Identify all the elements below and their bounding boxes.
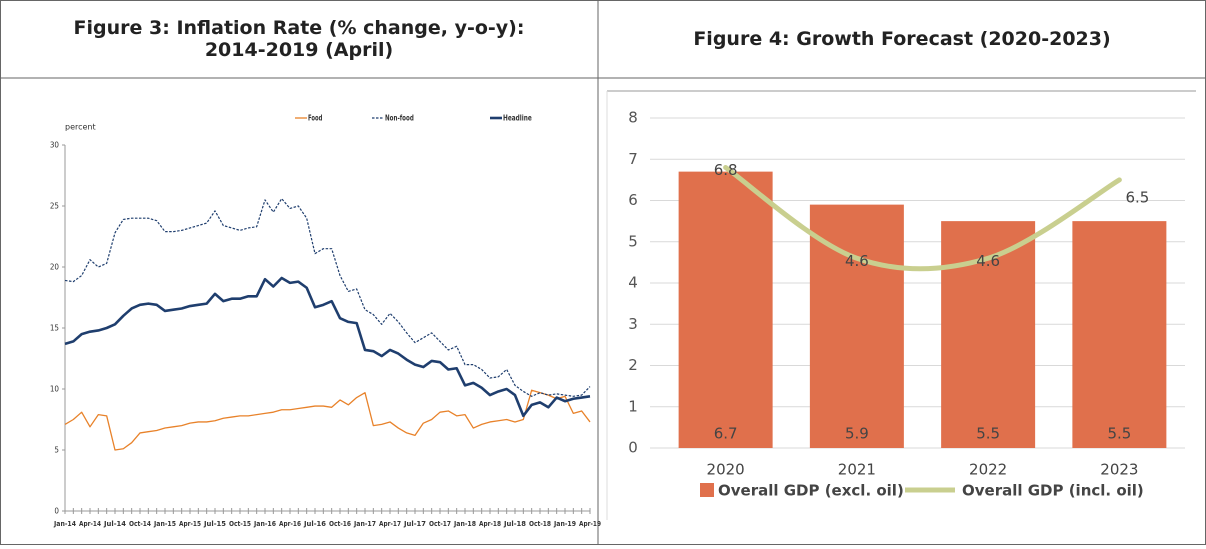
line-series — [64, 389, 591, 451]
y-tick-label: 20 — [50, 263, 60, 272]
line-series — [64, 198, 591, 397]
x-tick-label: 2022 — [969, 461, 1007, 479]
line-series — [64, 276, 591, 418]
bar-value-label: 5.9 — [845, 425, 869, 443]
x-tick-label: 2021 — [838, 461, 876, 479]
x-tick-label: Jul-14 — [103, 520, 126, 528]
x-tick-label: Jan-18 — [453, 520, 476, 528]
legend-label: Non-food — [385, 114, 414, 123]
y-tick-label: 7 — [628, 150, 638, 168]
legend-label: Overall GDP (incl. oil) — [962, 482, 1144, 500]
x-tick-label: Jan-19 — [553, 520, 576, 528]
chart-title: Figure 3: Inflation Rate (% change, y-o-… — [74, 17, 525, 61]
x-tick-label: Jul-15 — [203, 520, 226, 528]
y-tick-label: 15 — [50, 324, 59, 333]
line-series — [723, 165, 1122, 272]
x-tick-label: 2020 — [707, 461, 745, 479]
legend-label: Overall GDP (excl. oil) — [718, 482, 904, 500]
y-tick-label: 10 — [50, 385, 60, 394]
bar-value-label: 5.5 — [976, 425, 1000, 443]
y-tick-label: 0 — [628, 439, 638, 457]
x-tick-label: Apr-19 — [579, 520, 601, 528]
line-value-label: 6.8 — [714, 161, 738, 179]
x-tick-label: Jan-16 — [253, 520, 276, 528]
x-tick-label: Oct-15 — [229, 520, 251, 528]
chart-title: Figure 4: Growth Forecast (2020-2023) — [693, 28, 1110, 50]
x-tick-label: Oct-16 — [329, 520, 351, 528]
x-tick-label: Jan-17 — [353, 520, 376, 528]
y-tick-label: 30 — [50, 141, 60, 150]
x-tick-label: Oct-17 — [429, 520, 451, 528]
legend-swatch — [700, 483, 714, 497]
y-tick-label: 4 — [628, 274, 638, 292]
legend-label: Headline — [503, 114, 532, 123]
x-tick-label: Oct-14 — [129, 520, 151, 528]
y-tick-label: 6 — [628, 191, 638, 209]
x-tick-label: 2023 — [1100, 461, 1138, 479]
y-tick-label: 25 — [50, 202, 59, 211]
y-tick-label: 0 — [54, 507, 59, 516]
x-tick-label: Apr-14 — [79, 520, 101, 528]
y-tick-label: 8 — [628, 109, 638, 127]
line-value-label: 6.5 — [1125, 188, 1149, 206]
x-tick-label: Jan-14 — [53, 520, 76, 528]
x-tick-label: Oct-18 — [529, 520, 551, 528]
bar — [678, 171, 773, 448]
y-tick-label: 3 — [628, 315, 638, 333]
bar-value-label: 6.7 — [714, 425, 738, 443]
x-tick-label: Jul-16 — [303, 520, 326, 528]
y-tick-label: 5 — [628, 232, 638, 250]
x-tick-label: Jan-15 — [153, 520, 176, 528]
line-value-label: 4.6 — [845, 252, 869, 270]
bar — [1072, 221, 1167, 448]
x-tick-label: Jul-18 — [503, 520, 526, 528]
y-tick-label: 5 — [54, 446, 59, 455]
y-axis-label: percent — [65, 123, 96, 132]
x-tick-label: Apr-15 — [179, 520, 201, 528]
line-value-label: 4.6 — [976, 252, 1000, 270]
bar-value-label: 5.5 — [1107, 425, 1131, 443]
x-tick-label: Apr-17 — [379, 520, 401, 528]
x-tick-label: Jul-17 — [403, 520, 426, 528]
y-tick-label: 1 — [628, 397, 638, 415]
y-tick-label: 2 — [628, 356, 638, 374]
legend-label: Food — [308, 114, 323, 123]
x-tick-label: Apr-16 — [279, 520, 301, 528]
x-tick-label: Apr-18 — [479, 520, 501, 528]
